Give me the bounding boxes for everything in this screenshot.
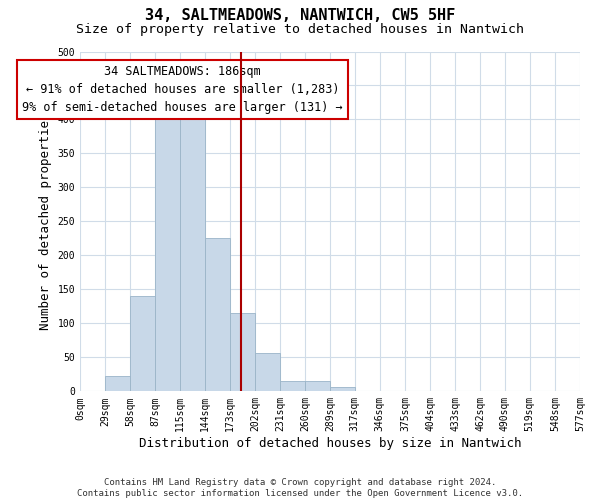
Bar bbox=[255, 352, 280, 392]
Bar bbox=[205, 238, 230, 392]
Y-axis label: Number of detached properties: Number of detached properties bbox=[39, 112, 52, 330]
Bar bbox=[130, 296, 155, 392]
Bar bbox=[331, 386, 355, 392]
Bar bbox=[179, 110, 205, 392]
Bar bbox=[105, 376, 130, 392]
Bar bbox=[155, 110, 179, 392]
Text: 34, SALTMEADOWS, NANTWICH, CW5 5HF: 34, SALTMEADOWS, NANTWICH, CW5 5HF bbox=[145, 8, 455, 22]
X-axis label: Distribution of detached houses by size in Nantwich: Distribution of detached houses by size … bbox=[139, 437, 521, 450]
Bar bbox=[230, 313, 255, 392]
Text: Size of property relative to detached houses in Nantwich: Size of property relative to detached ho… bbox=[76, 22, 524, 36]
Bar bbox=[305, 381, 331, 392]
Text: Contains HM Land Registry data © Crown copyright and database right 2024.
Contai: Contains HM Land Registry data © Crown c… bbox=[77, 478, 523, 498]
Bar bbox=[280, 381, 305, 392]
Text: 34 SALTMEADOWS: 186sqm
← 91% of detached houses are smaller (1,283)
9% of semi-d: 34 SALTMEADOWS: 186sqm ← 91% of detached… bbox=[22, 65, 343, 114]
